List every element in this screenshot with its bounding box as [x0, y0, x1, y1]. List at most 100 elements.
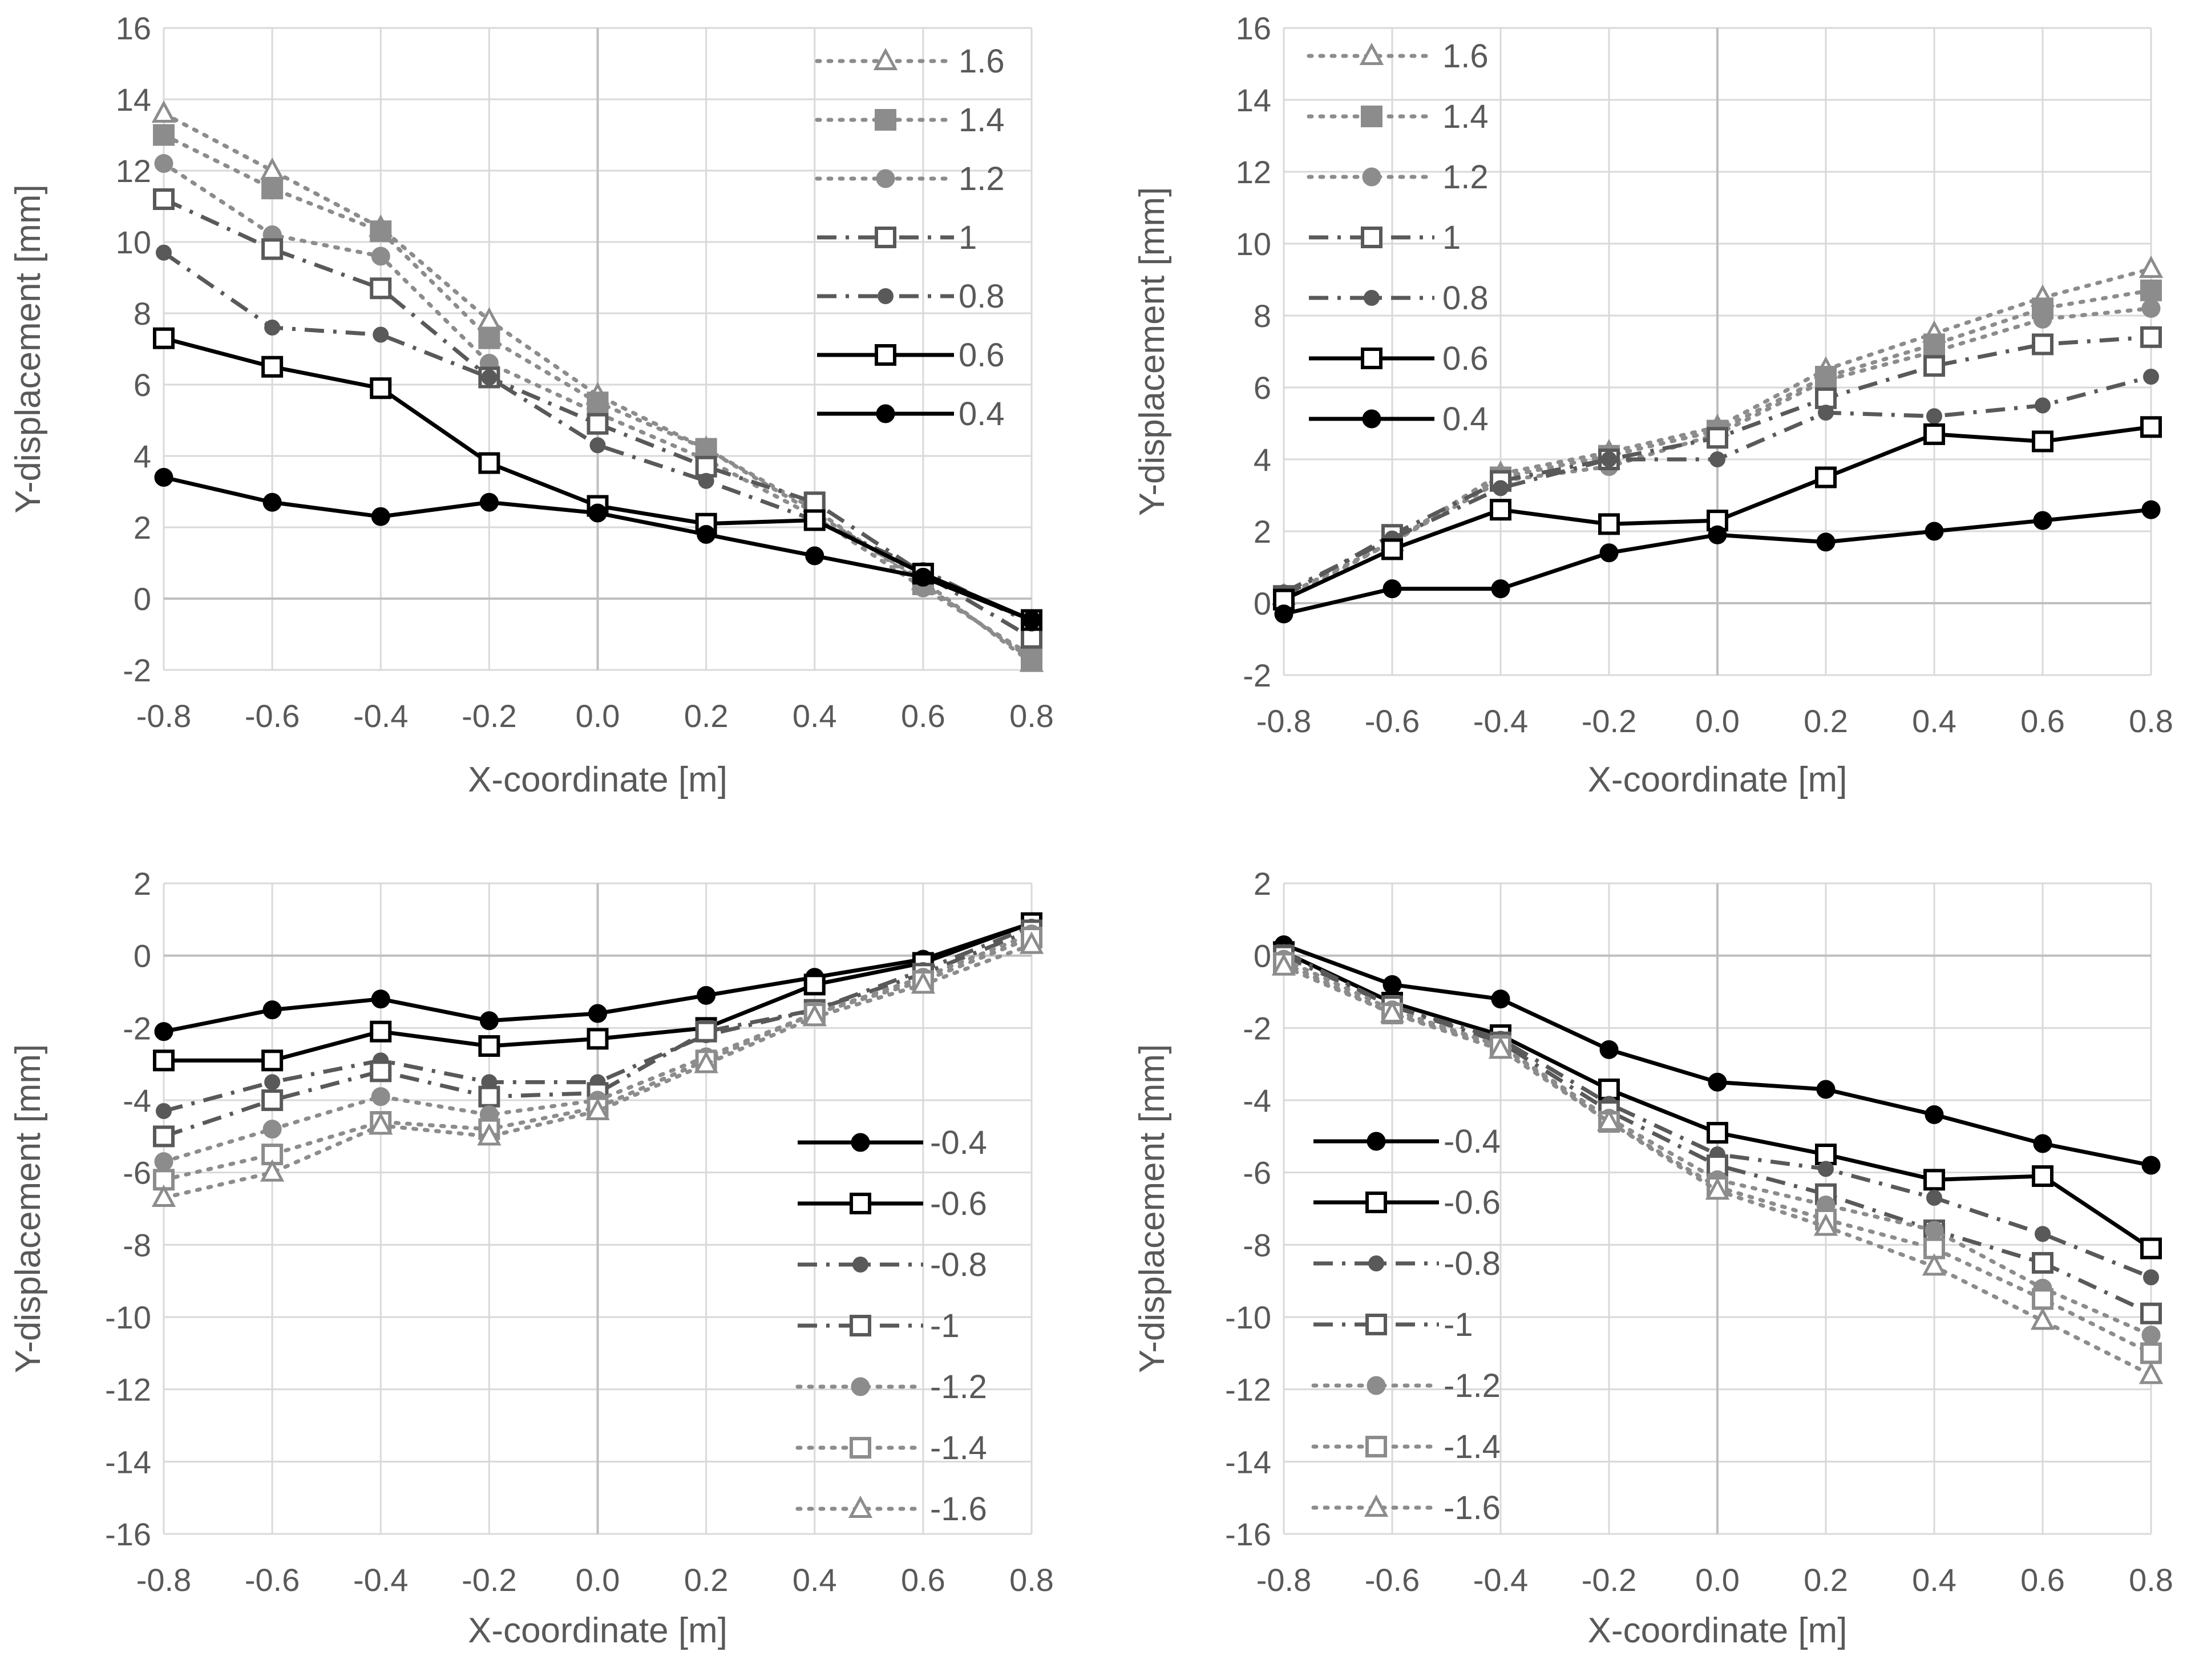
y-tick-label: 0 [1254, 938, 1271, 974]
data-point [1599, 543, 1619, 563]
data-point [1818, 405, 1834, 421]
data-point [697, 525, 716, 544]
y-tick-label: -10 [105, 1299, 151, 1335]
x-tick-label: -0.6 [1365, 703, 1420, 739]
legend-label: 1.4 [959, 102, 1005, 139]
legend-marker [876, 404, 895, 423]
data-point [2032, 1165, 2053, 1187]
data-point [479, 1011, 499, 1031]
legend-label: -1 [1444, 1306, 1473, 1343]
data-point [2140, 1342, 2162, 1364]
y-tick-label: 0 [134, 581, 151, 617]
data-point [1923, 355, 1945, 377]
legend-label: 1.2 [959, 160, 1005, 197]
data-point [2143, 1269, 2159, 1286]
data-point [1382, 579, 1402, 599]
legend-marker [1361, 106, 1382, 127]
y-tick-label: 14 [1236, 82, 1271, 118]
legend-item: -1 [798, 1307, 960, 1344]
data-point [1815, 1144, 1837, 1165]
data-point [1596, 1108, 1622, 1131]
data-point [587, 413, 609, 435]
data-point [2139, 1362, 2164, 1384]
y-axis-title: Y-displacement [mm] [9, 1044, 48, 1374]
x-tick-label: -0.2 [1582, 1562, 1637, 1598]
x-axis-title: X-coordinate [m] [468, 1611, 727, 1650]
legend-label: 1 [1442, 219, 1461, 256]
data-point [264, 320, 281, 336]
y-axis-title: Y-displacement [mm] [1133, 187, 1172, 516]
y-tick-label: 6 [1254, 370, 1271, 406]
legend-marker [875, 109, 896, 131]
x-tick-label: 0.6 [2020, 1562, 2065, 1598]
series-0.4 [154, 468, 1041, 629]
data-point [477, 1123, 502, 1146]
legend-label: -1.4 [1444, 1428, 1501, 1465]
x-tick-label: 0.6 [901, 698, 945, 734]
x-tick-label: -0.4 [353, 1562, 409, 1598]
legend-label: -1.2 [1444, 1367, 1501, 1404]
data-point [2141, 500, 2161, 519]
data-point [154, 1022, 173, 1041]
data-point [369, 1112, 393, 1135]
y-tick-label: -8 [1243, 1227, 1271, 1263]
legend-item: -0.4 [798, 1124, 987, 1161]
data-point [371, 507, 390, 526]
x-tick-label: 0.4 [1912, 703, 1956, 739]
legend-item: 0.8 [817, 278, 1005, 315]
y-tick-label: 16 [116, 10, 151, 46]
legend-item: 1.6 [1307, 38, 1489, 75]
legend: 1.6 1.4 1.2 1 0.8 0.6 0.4 [1307, 38, 1489, 438]
data-point [371, 990, 390, 1009]
legend-marker [1365, 1314, 1387, 1335]
data-point [1488, 1036, 1513, 1059]
legend-label: -1.6 [1444, 1489, 1501, 1526]
data-point [2140, 1237, 2162, 1259]
x-tick-label: 0.0 [1695, 1562, 1740, 1598]
legend-item: -1 [1313, 1306, 1473, 1343]
y-tick-label: 4 [134, 438, 151, 474]
y-tick-label: 2 [1254, 866, 1271, 902]
legend-marker [848, 1495, 873, 1518]
y-tick-label: -4 [1243, 1083, 1271, 1118]
data-point [1021, 627, 1042, 649]
y-axis-title: Y-displacement [mm] [9, 184, 48, 514]
x-tick-label: 0.4 [1912, 1562, 1956, 1598]
x-tick-label: 0.0 [1695, 703, 1740, 739]
x-tick-label: 0.6 [2020, 703, 2065, 739]
x-axis-title: X-coordinate [m] [1588, 1611, 1848, 1650]
legend-item: -1.6 [795, 1491, 987, 1528]
data-point [261, 1144, 284, 1165]
y-tick-label: -10 [1225, 1299, 1271, 1335]
legend-item: 1 [1309, 219, 1461, 256]
data-point [1925, 1221, 1944, 1240]
data-point [154, 154, 173, 173]
legend-marker [1365, 1436, 1387, 1457]
legend-label: 1.2 [1442, 159, 1489, 196]
x-axis-title: X-coordinate [m] [468, 760, 727, 799]
data-point [2140, 279, 2162, 301]
legend-label: -0.6 [1444, 1184, 1501, 1221]
data-point [805, 546, 824, 566]
x-tick-label: 0.2 [1804, 1562, 1848, 1598]
data-point [1815, 466, 1837, 488]
series--1.6 [151, 931, 1044, 1207]
legend-label: 0.4 [1442, 401, 1489, 438]
legend-label: -1.4 [930, 1429, 987, 1467]
legend-item: 1.6 [815, 43, 1005, 80]
x-tick-label: 0.0 [576, 698, 620, 734]
x-tick-label: 0.6 [901, 1562, 945, 1598]
y-tick-label: 2 [134, 866, 151, 902]
data-point [2141, 298, 2161, 318]
legend-marker [852, 1257, 868, 1273]
x-tick-label: 0.8 [1009, 698, 1054, 734]
data-point [1923, 423, 1945, 445]
data-point [370, 377, 392, 399]
y-tick-label: -12 [105, 1372, 151, 1408]
data-point [370, 1060, 392, 1083]
x-tick-label: 0.2 [684, 698, 729, 734]
data-point [2032, 1252, 2053, 1274]
legend-marker [1364, 290, 1380, 306]
legend-item: 0.6 [1309, 340, 1489, 377]
data-point [2033, 309, 2052, 329]
